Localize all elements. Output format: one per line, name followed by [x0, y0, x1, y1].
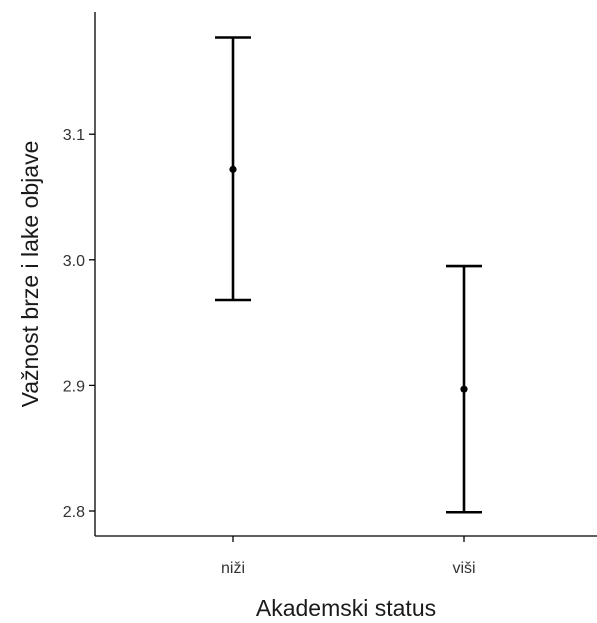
y-tick-label: 3.0: [63, 253, 85, 270]
x-axis-ticks: niži viši: [221, 536, 476, 577]
error-bar-marks: [215, 36, 482, 514]
y-tick-label: 2.9: [63, 378, 85, 395]
mean-point-viši: [460, 385, 468, 393]
y-tick-label: 2.8: [63, 504, 85, 521]
y-tick-label: 3.1: [63, 127, 85, 144]
x-tick-label: viši: [452, 560, 475, 577]
y-axis-title: Važnost brze i lake objave: [17, 141, 43, 408]
x-axis-title: Akademski status: [256, 595, 436, 621]
mean-point-niži: [229, 165, 237, 173]
y-axis-ticks: 2.8 2.9 3.0 3.1: [63, 127, 95, 521]
plot-area: 2.8 2.9 3.0 3.1 niži viši: [63, 12, 597, 577]
x-tick-label: niži: [221, 560, 245, 577]
